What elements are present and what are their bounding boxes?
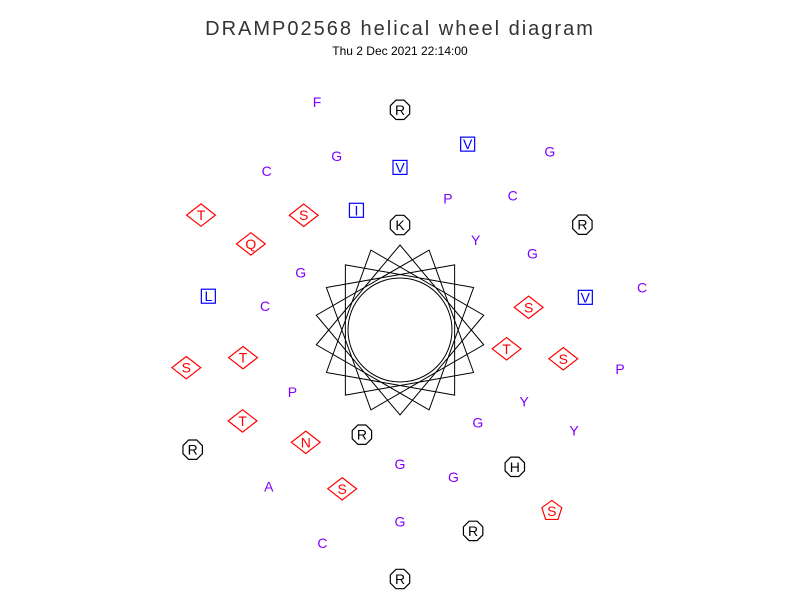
residue-label: G [395, 513, 406, 529]
residue-label: H [510, 459, 520, 475]
residue-label: S [547, 503, 556, 519]
residue-label: G [448, 469, 459, 485]
residue-label: I [354, 202, 358, 218]
residue-label: G [527, 246, 538, 262]
residue-label: Q [245, 236, 256, 252]
helical-wheel-diagram: K T R G Y G P I S G C P Y N S G G T V S S Q C H T G V G L V Y A C R R S R P C T… [0, 0, 800, 600]
residue-label: R [395, 571, 405, 587]
residue-label: F [313, 94, 322, 110]
residue-label: T [197, 207, 206, 223]
residue-label: K [395, 217, 405, 233]
residue-label: S [559, 351, 568, 367]
residue-label: V [463, 136, 473, 152]
residue-label: Y [471, 232, 481, 248]
residue-label: R [188, 442, 198, 458]
residue-label: T [502, 341, 511, 357]
residue-label: T [239, 350, 248, 366]
residue-label: S [299, 207, 308, 223]
residue-label: A [264, 478, 274, 494]
residue-label: G [331, 148, 342, 164]
residue-label: G [544, 144, 555, 160]
residue-label: C [317, 535, 327, 551]
residue-label: P [288, 384, 297, 400]
residue-label: R [395, 102, 405, 118]
residue-label: C [262, 163, 272, 179]
residue-label: S [524, 299, 533, 315]
residue-label: R [468, 523, 478, 539]
residue-label: V [395, 159, 405, 175]
residue-label: P [615, 361, 624, 377]
residue-label: G [395, 456, 406, 472]
residue-label: C [260, 298, 270, 314]
residue-label: L [204, 288, 212, 304]
residue-label: G [472, 415, 483, 431]
residue-label: T [238, 413, 247, 429]
residue-label: C [508, 188, 518, 204]
residue-label: G [295, 265, 306, 281]
residue-label: V [581, 289, 591, 305]
residue-label: S [338, 481, 347, 497]
residue-label: Y [520, 394, 530, 410]
residue-label: C [637, 279, 647, 295]
residue-label: R [577, 217, 587, 233]
residue-label: R [357, 427, 367, 443]
residue-label: Y [569, 423, 579, 439]
residue-label: S [182, 360, 191, 376]
residue-label: P [443, 190, 452, 206]
residue-label: N [301, 434, 311, 450]
